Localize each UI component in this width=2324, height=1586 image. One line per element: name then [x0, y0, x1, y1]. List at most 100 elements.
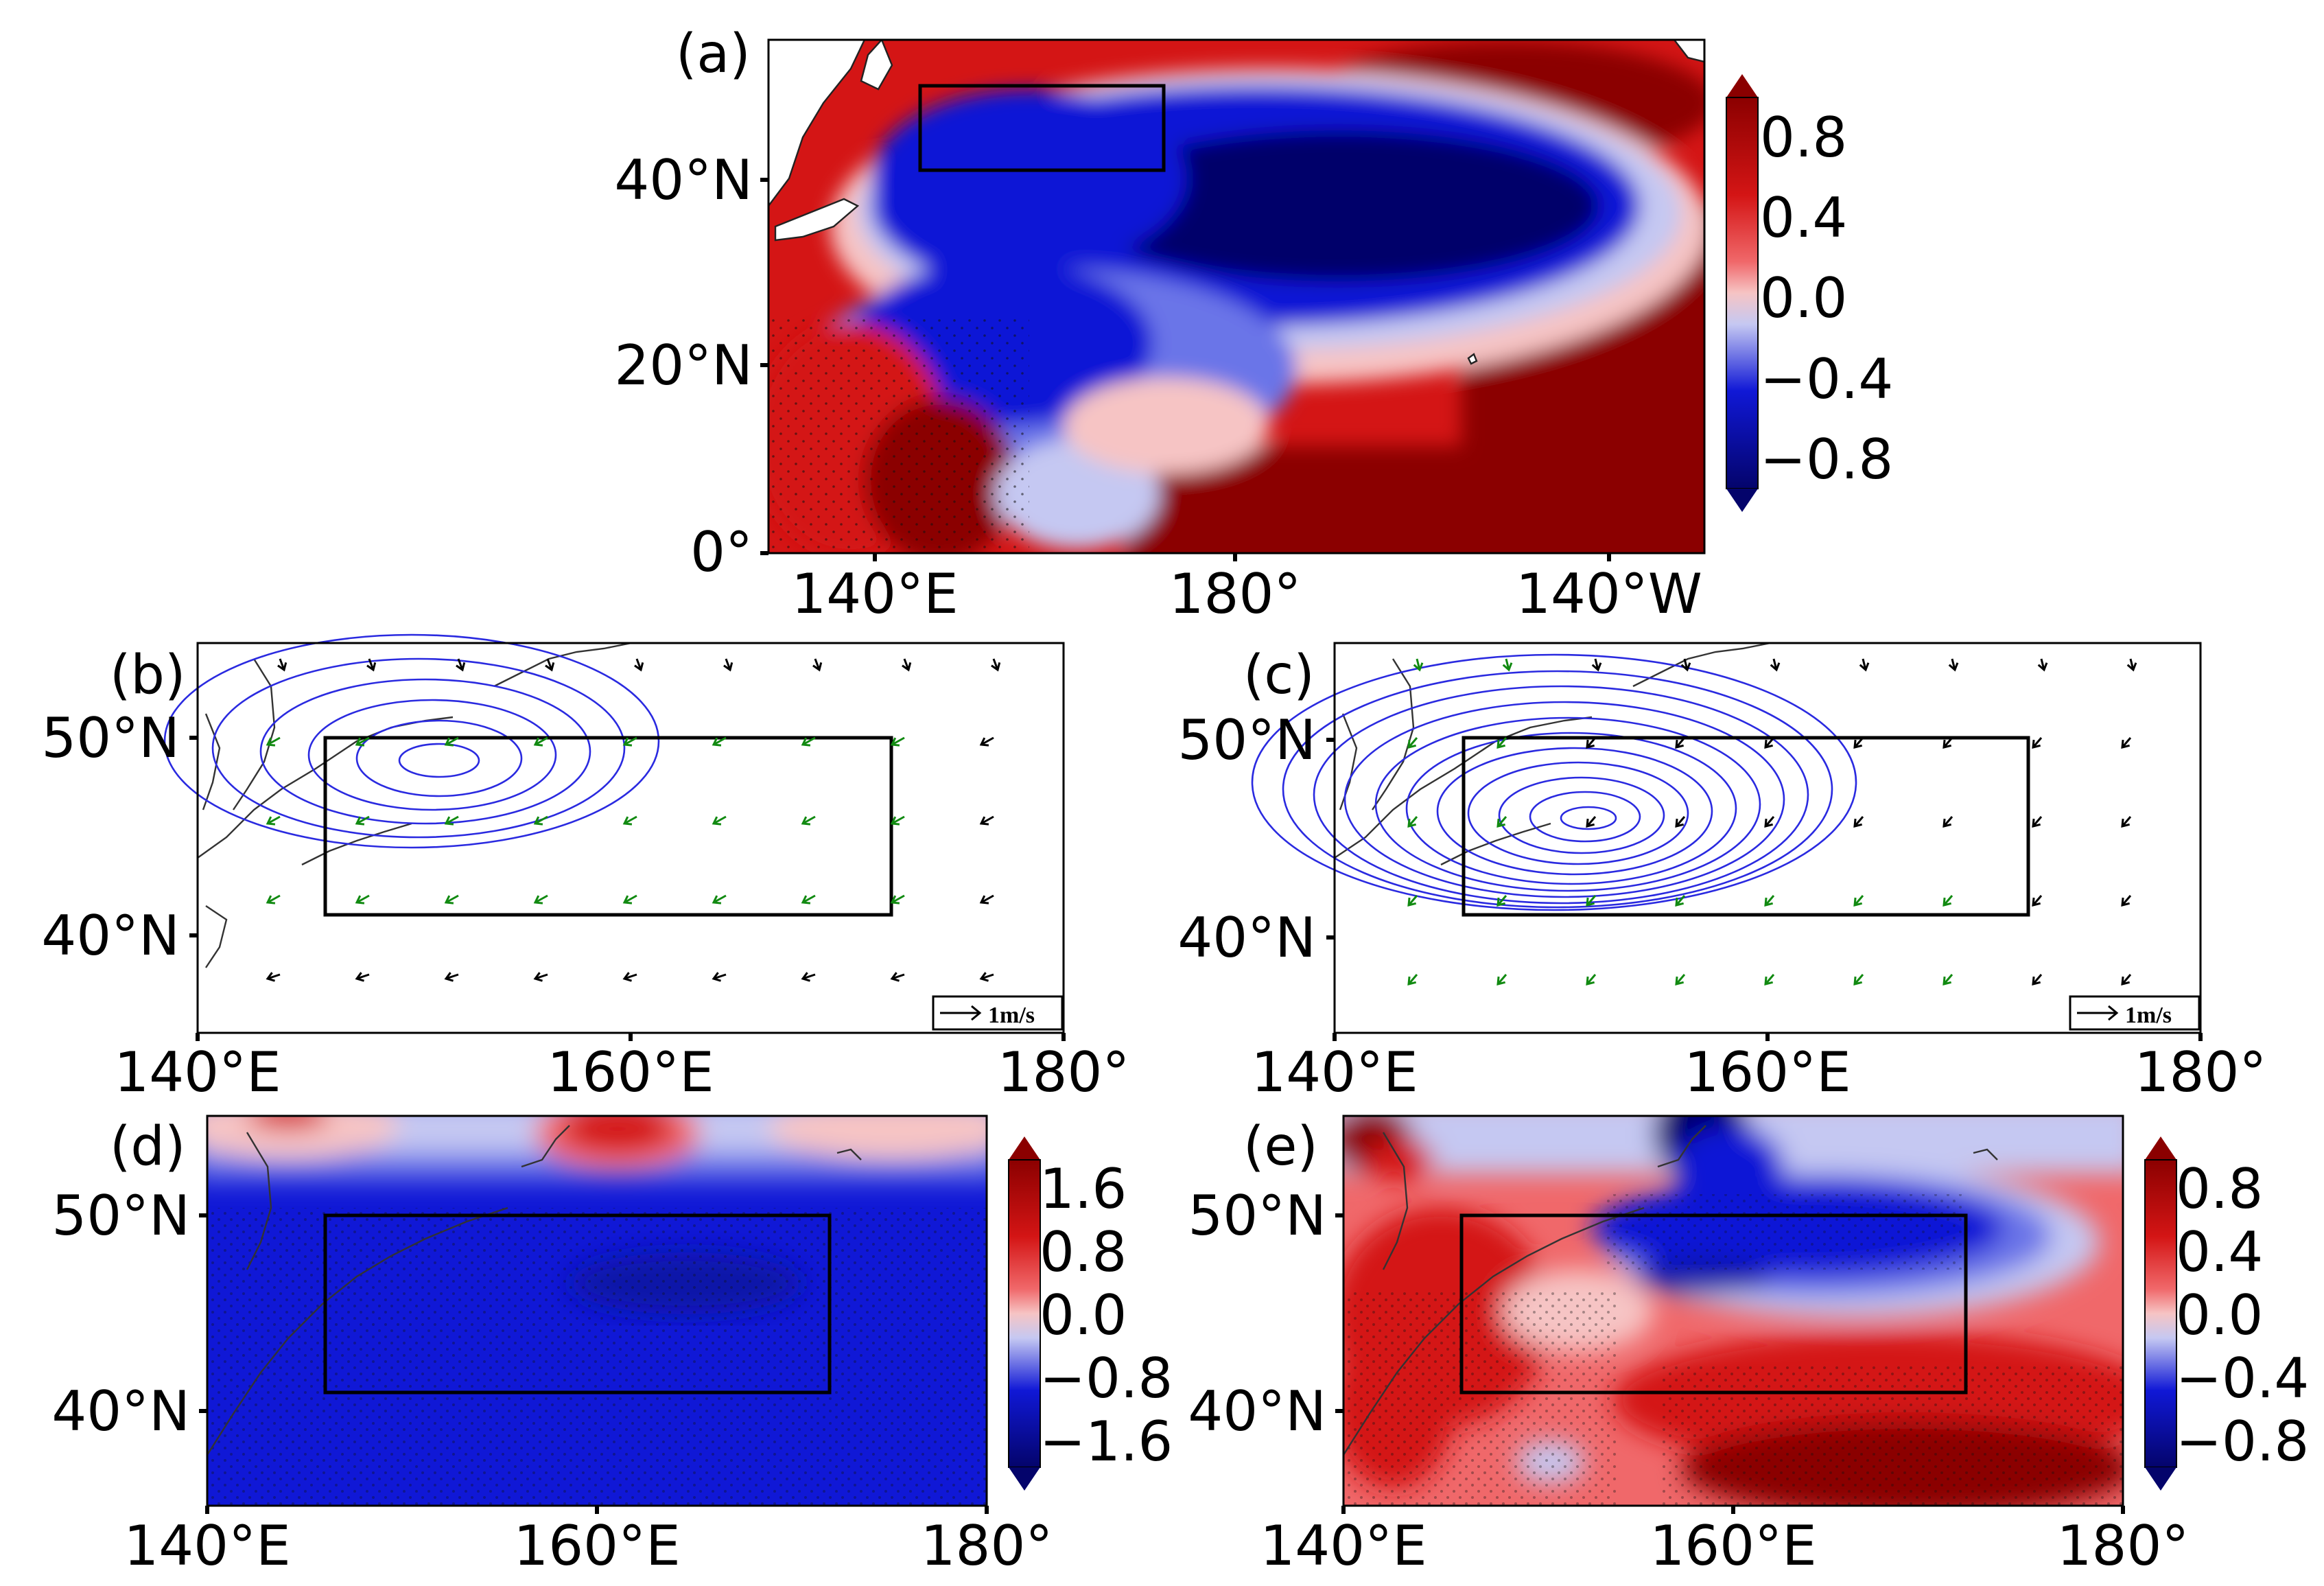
panel-d: (d) 50°N 40°N: [51, 1115, 1173, 1578]
wind-vector: [444, 736, 459, 747]
wind-vector: [801, 972, 816, 982]
panel-e-ytick: 40°N: [1188, 1379, 1326, 1443]
wind-vector: [622, 815, 637, 826]
wind-vector: [801, 736, 816, 747]
wind-vector: [1586, 895, 1597, 907]
panel-d-xtick: 160°E: [513, 1514, 680, 1578]
wind-vector: [545, 658, 555, 672]
panel-c-xtick: 160°E: [1684, 1040, 1851, 1104]
panel-a-cbtick: −0.8: [1760, 428, 1893, 491]
wind-vector: [622, 736, 637, 747]
panel-e-xaxis: 140°E 160°E 180°: [1260, 1506, 2189, 1578]
panel-d-xaxis: 140°E 160°E 180°: [124, 1506, 1053, 1578]
wind-vector: [2121, 816, 2132, 828]
panel-a-cbtick: 0.0: [1760, 266, 1847, 330]
wind-vector: [355, 894, 370, 905]
panel-d-map: [207, 1116, 987, 1506]
wind-vector: [2032, 816, 2043, 828]
panel-c-xtick: 180°: [2135, 1040, 2267, 1104]
panel-a-cbtick: 0.4: [1760, 186, 1847, 250]
panel-a-ytick: 0°: [690, 520, 753, 584]
wind-vector: [890, 815, 905, 826]
panel-e-xtick: 160°E: [1650, 1514, 1816, 1578]
wind-vector: [902, 658, 912, 672]
panel-d-cbtick: 0.8: [1040, 1220, 1127, 1284]
panel-b-xaxis: 140°E 160°E 180°: [114, 1033, 1129, 1104]
wind-vector: [533, 815, 548, 826]
wind-vector: [1859, 658, 1870, 672]
wind-vector: [533, 972, 548, 982]
panel-c: (c) 1m/s 50°N 40°N: [1177, 642, 2267, 1104]
wind-vector: [712, 972, 727, 982]
panel-b-ytick: 40°N: [41, 904, 180, 968]
wind-vector: [1853, 974, 1864, 986]
wind-vector: [1496, 974, 1507, 986]
panel-d-colorbar: 1.6 0.8 0.0 −0.8 −1.6: [1008, 1136, 1173, 1491]
wind-vector: [355, 815, 370, 826]
wind-vector: [979, 815, 994, 826]
panel-d-cbtick: 1.6: [1040, 1157, 1127, 1221]
wind-vector: [2032, 737, 2043, 749]
panel-e-box: [1459, 1213, 1968, 1395]
wind-vector: [366, 658, 377, 672]
panel-b-vectors: [266, 658, 1001, 982]
wind-vector: [634, 658, 644, 672]
wind-vector: [444, 894, 459, 905]
wind-vector: [1764, 895, 1775, 907]
panel-b-xtick: 180°: [998, 1040, 1130, 1104]
panel-c-label: (c): [1243, 644, 1315, 706]
wind-vector: [1853, 737, 1864, 749]
panel-b-label: (b): [110, 644, 185, 706]
wind-vector: [890, 894, 905, 905]
panel-e-cbtick: 0.8: [2176, 1157, 2263, 1221]
wind-vector: [1496, 737, 1507, 749]
panel-a-ytick: 20°N: [614, 334, 753, 397]
wind-vector: [1407, 737, 1418, 749]
panel-b-xtick: 160°E: [547, 1040, 714, 1104]
wind-vector: [444, 815, 459, 826]
panel-c-vectors: [1407, 658, 2137, 986]
wind-vector: [355, 972, 370, 982]
wind-vector: [1407, 974, 1418, 986]
panel-c-box: [1462, 736, 2030, 917]
wind-vector: [890, 972, 905, 982]
wind-vector: [801, 815, 816, 826]
panel-e-cbtick: 0.4: [2176, 1220, 2263, 1284]
wind-vector: [1413, 658, 1424, 672]
wind-vector: [622, 972, 637, 982]
wind-vector: [1675, 974, 1686, 986]
panel-d-cbtick: 0.0: [1040, 1283, 1127, 1347]
wind-vector: [1764, 974, 1775, 986]
wind-vector: [1770, 658, 1781, 672]
wind-vector: [712, 894, 727, 905]
panel-a-xtick: 180°: [1169, 562, 1302, 626]
wind-vector: [2032, 895, 2043, 907]
panel-a-box: [918, 84, 1166, 172]
panel-c-ytick: 40°N: [1177, 906, 1316, 970]
panel-c-ref-label: 1m/s: [2125, 1003, 2172, 1028]
panel-e-ytick: 50°N: [1188, 1184, 1326, 1248]
panel-c-yaxis: 50°N 40°N: [1177, 708, 1335, 970]
panel-a-ytick: 40°N: [614, 148, 753, 212]
panel-a-xtick: 140°E: [791, 562, 958, 626]
panel-a-xtick: 140°W: [1516, 562, 1702, 626]
wind-vector: [2121, 737, 2132, 749]
wind-vector: [266, 736, 281, 747]
wind-vector: [1496, 816, 1507, 828]
wind-vector: [1496, 895, 1507, 907]
wind-vector: [1942, 737, 1953, 749]
panel-e-cbtick: −0.4: [2176, 1346, 2309, 1410]
panel-a: (a): [614, 23, 1893, 626]
wind-vector: [1948, 658, 1959, 672]
wind-vector: [801, 894, 816, 905]
wind-vector: [533, 736, 548, 747]
wind-vector: [1586, 816, 1597, 828]
wind-vector: [444, 972, 459, 982]
wind-vector: [712, 815, 727, 826]
panel-e-xtick: 180°: [2057, 1514, 2190, 1578]
wind-vector: [533, 894, 548, 905]
panel-d-cbtick: −1.6: [1040, 1410, 1173, 1473]
panel-a-xaxis: 140°E 180° 140°W: [791, 553, 1702, 626]
panel-e-map: [1343, 1116, 2123, 1506]
